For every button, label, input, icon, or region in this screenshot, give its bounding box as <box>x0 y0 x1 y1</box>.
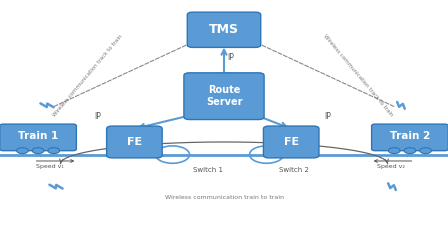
FancyBboxPatch shape <box>187 12 261 47</box>
Circle shape <box>32 148 44 154</box>
Text: TMS: TMS <box>209 23 239 36</box>
FancyArrowPatch shape <box>385 159 388 163</box>
Circle shape <box>420 148 431 154</box>
Text: IP: IP <box>94 112 101 121</box>
Text: Train 2: Train 2 <box>390 131 430 141</box>
Text: IP: IP <box>324 112 332 121</box>
FancyBboxPatch shape <box>107 126 162 158</box>
Text: Wireless communication train to train: Wireless communication train to train <box>164 195 284 200</box>
Text: Train 1: Train 1 <box>18 131 58 141</box>
Text: Speed v₁: Speed v₁ <box>36 164 64 169</box>
Circle shape <box>48 148 60 154</box>
FancyArrowPatch shape <box>139 115 191 129</box>
FancyBboxPatch shape <box>263 126 319 158</box>
Text: Switch 1: Switch 1 <box>193 167 223 173</box>
Text: Speed v₂: Speed v₂ <box>377 164 405 169</box>
FancyBboxPatch shape <box>372 124 448 151</box>
Text: FE: FE <box>127 137 142 147</box>
FancyBboxPatch shape <box>184 73 264 120</box>
FancyBboxPatch shape <box>0 124 76 151</box>
FancyArrowPatch shape <box>257 115 286 128</box>
Circle shape <box>404 148 416 154</box>
Circle shape <box>17 148 28 154</box>
Text: Switch 2: Switch 2 <box>279 167 309 173</box>
Text: Wireless communication track to train: Wireless communication track to train <box>52 34 123 117</box>
Text: IP: IP <box>227 53 234 62</box>
Circle shape <box>388 148 400 154</box>
Text: Route
Server: Route Server <box>206 85 242 107</box>
Text: Wireless communication track to train: Wireless communication track to train <box>323 34 394 117</box>
FancyArrowPatch shape <box>221 50 227 73</box>
FancyArrowPatch shape <box>60 159 63 163</box>
Text: FE: FE <box>284 137 299 147</box>
